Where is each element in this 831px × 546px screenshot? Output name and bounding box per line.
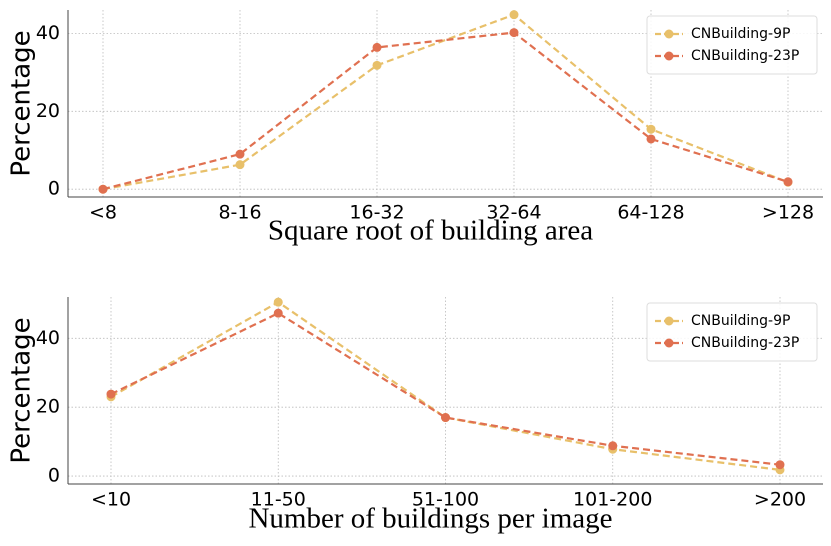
y-axis-label: Percentage bbox=[7, 30, 37, 176]
legend-label: CNBuilding-9P bbox=[691, 26, 790, 42]
y-tick-label: 20 bbox=[36, 396, 60, 418]
series-line bbox=[110, 311, 781, 466]
data-point bbox=[608, 441, 618, 451]
data-point bbox=[98, 184, 108, 194]
x-tick-label: 8-16 bbox=[218, 202, 261, 224]
legend-box bbox=[646, 15, 818, 75]
y-tick-label: 40 bbox=[36, 327, 60, 349]
series-line bbox=[110, 300, 781, 471]
x-axis-label: Number of buildings per image bbox=[248, 503, 612, 535]
x-tick-label: <10 bbox=[91, 489, 131, 511]
legend-box bbox=[646, 302, 818, 362]
y-axis-label: Percentage bbox=[7, 317, 37, 463]
data-point bbox=[775, 460, 785, 470]
data-point bbox=[235, 149, 245, 159]
y-tick-label: 0 bbox=[48, 178, 60, 200]
data-point bbox=[372, 60, 382, 70]
data-point bbox=[372, 42, 382, 52]
data-point bbox=[235, 160, 245, 170]
data-point bbox=[783, 177, 793, 187]
x-tick-label: 16-32 bbox=[349, 202, 404, 224]
x-tick-label: <8 bbox=[89, 202, 117, 224]
legend-label: CNBuilding-23P bbox=[691, 335, 799, 351]
x-tick-label: >200 bbox=[754, 489, 806, 511]
series-line bbox=[102, 13, 789, 191]
x-tick-label: 64-128 bbox=[617, 202, 684, 224]
data-point bbox=[509, 28, 519, 38]
legend-marker bbox=[664, 316, 674, 326]
legend-marker bbox=[664, 51, 674, 61]
x-tick-label: 101-200 bbox=[573, 489, 652, 511]
data-point bbox=[646, 124, 656, 134]
series-line bbox=[102, 31, 789, 191]
data-point bbox=[646, 134, 656, 144]
data-point bbox=[273, 297, 283, 307]
x-tick-label: 11-50 bbox=[251, 489, 306, 511]
data-point bbox=[106, 389, 116, 399]
y-tick-label: 40 bbox=[36, 22, 60, 44]
data-point bbox=[273, 308, 283, 318]
x-tick-label: 51-100 bbox=[412, 489, 479, 511]
data-point bbox=[441, 413, 450, 423]
legend-label: CNBuilding-9P bbox=[691, 313, 790, 329]
x-tick-label: 32-64 bbox=[486, 202, 541, 224]
y-tick-label: 0 bbox=[48, 465, 60, 487]
x-tick-label: >128 bbox=[762, 202, 814, 224]
legend-marker bbox=[664, 29, 674, 39]
legend-label: CNBuilding-23P bbox=[691, 48, 799, 64]
data-point bbox=[509, 10, 519, 20]
legend-marker bbox=[664, 338, 674, 348]
y-tick-label: 20 bbox=[36, 100, 60, 122]
x-axis-label: Square root of building area bbox=[268, 215, 593, 247]
